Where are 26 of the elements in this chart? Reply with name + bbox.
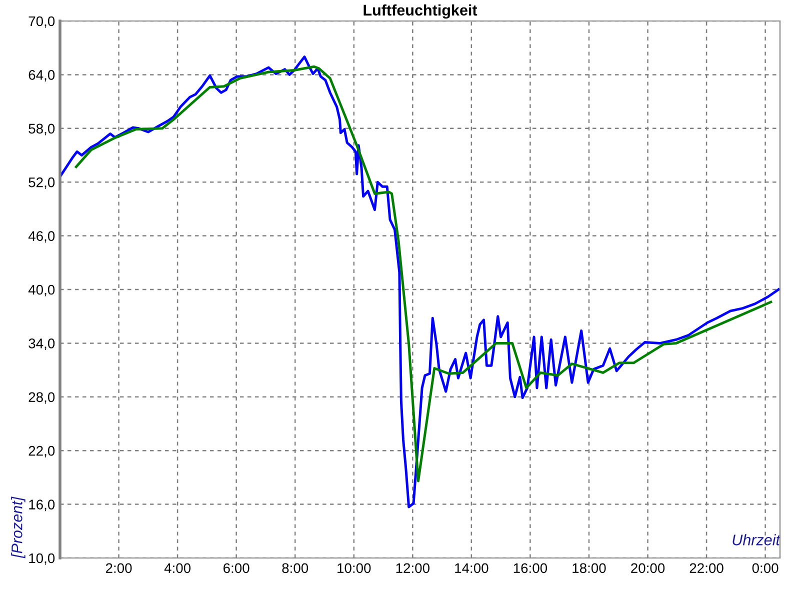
y-tick-label: 52,0 (28, 177, 55, 189)
chart-title: Luftfeuchtigkeit (364, 4, 478, 19)
y-tick-label: 40,0 (28, 284, 55, 296)
x-tick-label: 16:00 (514, 563, 548, 574)
x-tick-label: 2:00 (106, 563, 132, 574)
y-tick-label: 22,0 (28, 446, 55, 458)
y-tick-label: 34,0 (28, 338, 55, 350)
y-tick-label: 16,0 (29, 500, 55, 512)
x-tick-label: 0:00 (752, 563, 778, 574)
x-tick-label: 14:00 (455, 563, 488, 574)
y-axis-title: [Prozent] (11, 496, 26, 558)
x-tick-label: 10:00 (338, 563, 371, 574)
x-axis-title: Uhrzeit (732, 534, 781, 546)
y-tick-label: 28,0 (28, 392, 55, 404)
x-tick-label: 18:00 (572, 563, 606, 574)
x-tick-label: 12:00 (396, 563, 430, 574)
x-tick-label: 20:00 (631, 563, 665, 574)
x-tick-label: 4:00 (164, 563, 191, 574)
x-tick-label: 22:00 (690, 563, 724, 574)
x-tick-label: 8:00 (282, 563, 308, 574)
y-tick-label: 46,0 (28, 231, 55, 243)
y-tick-label: 58,0 (28, 124, 55, 136)
y-tick-label: 64,0 (28, 70, 55, 82)
y-tick-label: 10,0 (29, 553, 55, 565)
x-tick-label: 6:00 (224, 563, 250, 574)
y-tick-label: 70,0 (28, 16, 55, 28)
